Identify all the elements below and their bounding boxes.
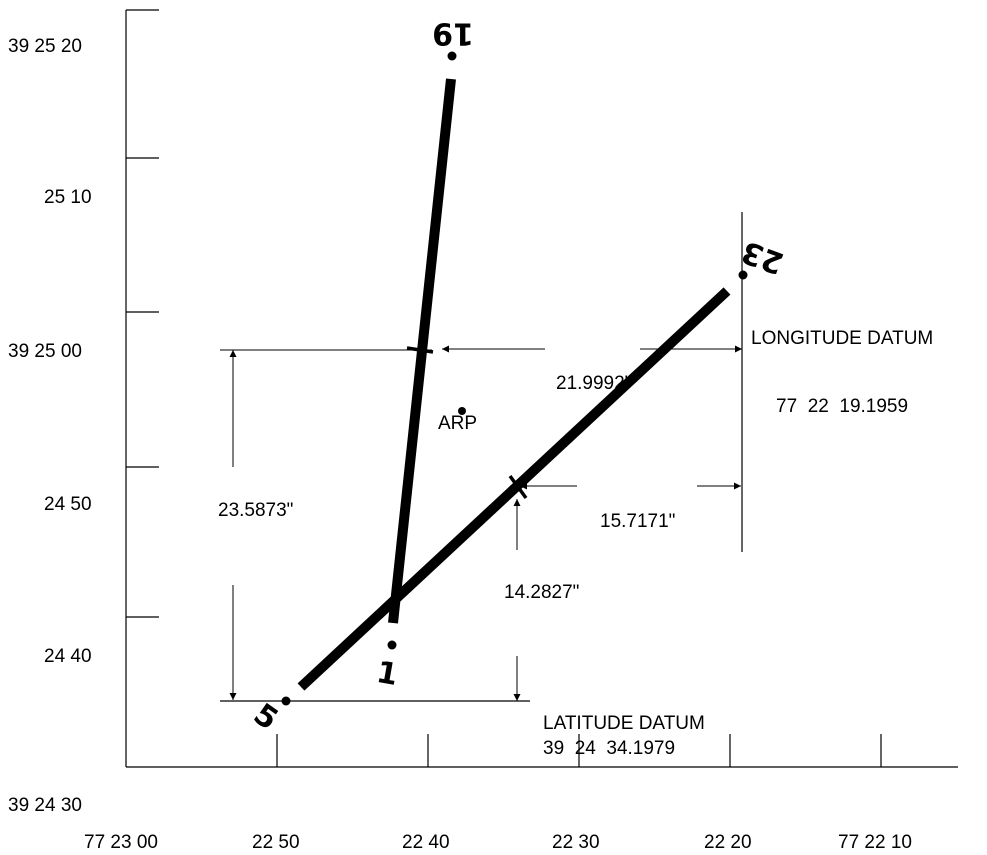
- arp-label: ARP: [438, 413, 477, 434]
- runway-5-label: 5: [247, 697, 284, 738]
- runway-5-23: [297, 287, 731, 691]
- y-axis-label: 39 25 20: [8, 36, 82, 57]
- x-axis-label: 77 23 00: [84, 832, 158, 853]
- intersection-tick: [508, 474, 528, 500]
- latitude-datum-value: 39 24 34.1979: [543, 738, 675, 759]
- y-axis-label: 24 40: [44, 646, 92, 667]
- y-axis-labels: 39 25 20 25 10 39 25 00 24 50 24 40 39 2…: [8, 36, 92, 816]
- y-axis-label: 25 10: [44, 187, 92, 208]
- y-axis-label: 24 50: [44, 494, 92, 515]
- longitude-datum-title: LONGITUDE DATUM: [751, 328, 933, 349]
- y-axis-label: 39 25 00: [8, 341, 82, 362]
- x-axis: [126, 734, 958, 768]
- longitude-datum-value: 77 22 19.1959: [776, 396, 908, 417]
- x-axis-label: 22 30: [552, 832, 600, 853]
- runway-19-label: 19: [432, 16, 474, 51]
- runway-19-end-point: [447, 51, 457, 61]
- arp-point: [458, 407, 466, 415]
- x-axis-label: 22 50: [252, 832, 300, 853]
- horizontal-arp-offset-label: 21.9992": [556, 373, 631, 394]
- x-axis-label: 77 22 10: [838, 832, 912, 853]
- x-axis-label: 22 20: [704, 832, 752, 853]
- runway-5-end-point: [281, 696, 291, 706]
- runway-1-label: 1: [374, 655, 401, 693]
- y-axis: [125, 9, 159, 767]
- y-axis-label: 39 24 30: [8, 795, 82, 816]
- runway-1-end-point: [387, 640, 397, 650]
- horizontal-intersection-offset-label: 15.7171": [600, 511, 675, 532]
- vertical-intersection-offset-label: 14.2827": [504, 582, 579, 603]
- runway-23-end-point: [738, 270, 748, 280]
- latitude-datum-title: LATITUDE DATUM: [543, 713, 705, 734]
- x-axis-label: 22 40: [402, 832, 450, 853]
- x-axis-labels: 77 23 00 22 50 22 40 22 30 22 20 77 22 1…: [84, 832, 912, 853]
- vertical-arp-offset-label: 23.5873": [218, 500, 293, 521]
